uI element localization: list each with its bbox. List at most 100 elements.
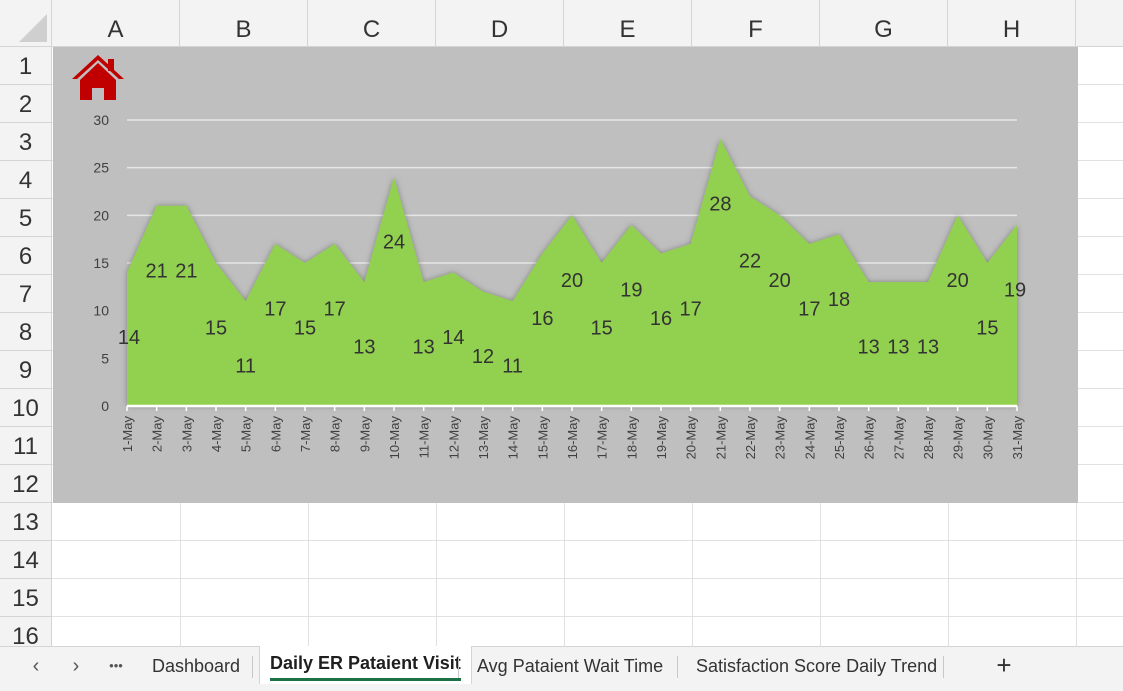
data-label: 20 <box>947 270 969 292</box>
row-header-8[interactable]: 8 <box>0 313 52 351</box>
scroll-tabs-right-icon[interactable]: › <box>72 655 80 677</box>
select-all-corner[interactable] <box>0 0 52 47</box>
y-tick-label: 10 <box>93 303 109 319</box>
x-tick-label: 22-May <box>743 416 758 460</box>
data-label: 15 <box>205 317 227 339</box>
tab-dashboard[interactable]: Dashboard <box>152 656 241 676</box>
more-tabs-icon[interactable]: ••• <box>109 658 123 673</box>
data-label: 15 <box>591 317 613 339</box>
column-header-partial[interactable] <box>1076 0 1123 47</box>
y-tick-label: 25 <box>93 160 109 176</box>
row-header-7[interactable]: 7 <box>0 275 52 313</box>
x-tick-label: 26-May <box>862 416 877 460</box>
data-label: 17 <box>264 298 286 320</box>
x-tick-label: 27-May <box>891 416 906 460</box>
row-header-10[interactable]: 10 <box>0 389 52 427</box>
column-header-f[interactable]: F <box>692 0 820 47</box>
x-tick-label: 2-May <box>150 416 165 453</box>
tab-avg-pataient-wait-time[interactable]: Avg Pataient Wait Time <box>477 656 664 676</box>
data-label: 17 <box>798 298 820 320</box>
row-header-12[interactable]: 12 <box>0 465 52 503</box>
row-header-4[interactable]: 4 <box>0 161 52 199</box>
data-label: 16 <box>650 308 672 330</box>
row-header-3[interactable]: 3 <box>0 123 52 161</box>
data-label: 13 <box>858 337 880 359</box>
data-label: 17 <box>680 298 702 320</box>
x-tick-label: 31-May <box>1010 416 1025 460</box>
column-header-g[interactable]: G <box>820 0 948 47</box>
x-tick-label: 16-May <box>565 416 580 460</box>
data-label: 21 <box>146 260 168 282</box>
row-header-2[interactable]: 2 <box>0 85 52 123</box>
data-label: 16 <box>531 308 553 330</box>
row-gridline <box>52 616 1123 617</box>
data-label: 19 <box>620 279 642 301</box>
x-tick-label: 4-May <box>209 416 224 453</box>
x-tick-label: 5-May <box>239 416 254 453</box>
x-tick-label: 18-May <box>624 416 639 460</box>
data-label: 11 <box>502 356 523 378</box>
chart-plot: 0 5 10 15 20 25 30 1-May 2-May 3-May 4-May 5-May 6-M… <box>93 112 1026 460</box>
x-tick-label: 11-May <box>417 416 432 459</box>
tab-satisfaction-score-daily-trend[interactable]: Satisfaction Score Daily Trend <box>696 656 938 676</box>
tab-daily-er-pataient-visit[interactable]: Daily ER Pataient Visit <box>259 646 472 684</box>
tab-separator <box>252 656 253 678</box>
x-tick-label: 14-May <box>506 416 521 460</box>
x-tick-label: 6-May <box>268 416 283 453</box>
row-header-6[interactable]: 6 <box>0 237 52 275</box>
row-header-14[interactable]: 14 <box>0 541 52 579</box>
data-label: 24 <box>383 232 405 254</box>
x-tick-label: 19-May <box>654 416 669 460</box>
x-tick-label: 1-May <box>120 416 135 453</box>
row-header-15[interactable]: 15 <box>0 579 52 617</box>
row-gridline <box>52 540 1123 541</box>
data-label: 22 <box>739 251 761 273</box>
data-label: 17 <box>324 298 346 320</box>
data-label: 13 <box>353 337 375 359</box>
row-header-9[interactable]: 9 <box>0 351 52 389</box>
x-tick-label: 29-May <box>951 416 966 460</box>
x-tick-label: 12-May <box>446 416 461 460</box>
data-label: 11 <box>235 356 256 378</box>
scroll-tabs-left-icon[interactable]: ‹ <box>32 655 40 677</box>
data-label: 28 <box>709 194 731 216</box>
add-sheet-icon[interactable]: + <box>996 650 1012 680</box>
tab-label: Daily ER Pataient Visit <box>270 653 461 673</box>
column-header-b[interactable]: B <box>180 0 308 47</box>
y-tick-label: 5 <box>101 350 109 366</box>
data-label: 14 <box>118 327 140 349</box>
data-label: 13 <box>887 337 909 359</box>
x-tick-label: 15-May <box>535 416 550 460</box>
sheet-tab-bar: ‹ › ••• Dashboard Daily ER Pataient Visi… <box>0 646 1123 691</box>
x-tick-label: 30-May <box>980 416 995 460</box>
row-header-5[interactable]: 5 <box>0 199 52 237</box>
column-header-e[interactable]: E <box>564 0 692 47</box>
row-header-16[interactable]: 16 <box>0 617 52 646</box>
column-header-c[interactable]: C <box>308 0 436 47</box>
column-header-a[interactable]: A <box>52 0 180 47</box>
x-tick-label: 24-May <box>802 416 817 460</box>
data-label: 21 <box>175 260 197 282</box>
tab-separator <box>943 656 944 678</box>
x-tick-label: 20-May <box>684 416 699 460</box>
row-header-13[interactable]: 13 <box>0 503 52 541</box>
row-header-11[interactable]: 11 <box>0 427 52 465</box>
data-label: 15 <box>976 317 998 339</box>
data-label: 20 <box>561 270 583 292</box>
y-tick-label: 15 <box>93 255 109 271</box>
data-label: 13 <box>917 337 939 359</box>
area-chart[interactable]: 0 5 10 15 20 25 30 1-May 2-May 3-May 4-May 5-May 6-M… <box>53 47 1078 503</box>
x-tick-label: 9-May <box>357 416 372 453</box>
x-tick-label: 17-May <box>595 416 610 460</box>
column-header-h[interactable]: H <box>948 0 1076 47</box>
row-header-1[interactable]: 1 <box>0 47 52 85</box>
y-tick-label: 30 <box>93 112 109 128</box>
tab-separator <box>677 656 678 678</box>
x-tick-label: 3-May <box>179 416 194 453</box>
tab-separator <box>458 656 459 678</box>
home-icon[interactable] <box>70 53 126 103</box>
x-tick-label: 21-May <box>713 416 728 460</box>
data-label: 18 <box>828 289 850 311</box>
column-header-d[interactable]: D <box>436 0 564 47</box>
